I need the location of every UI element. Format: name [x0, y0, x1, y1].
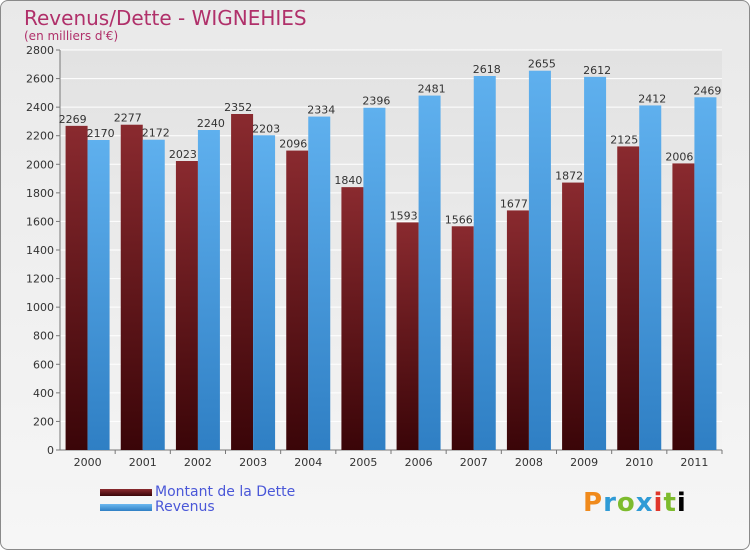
- x-tick-label: 2009: [570, 456, 598, 469]
- y-tick-label: 1400: [26, 244, 54, 257]
- bar-dette: [396, 222, 419, 450]
- y-tick-label: 2200: [26, 130, 54, 143]
- x-tick-label: 2011: [680, 456, 708, 469]
- data-label-dette: 2125: [610, 133, 638, 146]
- y-tick-label: 1000: [26, 301, 54, 314]
- bar-dette: [65, 125, 88, 450]
- x-tick-label: 2005: [349, 456, 377, 469]
- bar-dette: [672, 163, 695, 450]
- data-label-revenus: 2481: [418, 83, 446, 96]
- data-label-dette: 2023: [169, 148, 197, 161]
- x-tick-label: 2007: [460, 456, 488, 469]
- data-label-revenus: 2203: [252, 122, 280, 135]
- bar-revenus: [418, 95, 441, 451]
- x-tick-label: 2001: [129, 456, 157, 469]
- bar-dette: [617, 146, 640, 450]
- data-label-revenus: 2240: [197, 117, 225, 130]
- bar-dette: [451, 226, 474, 450]
- bar-revenus: [473, 76, 496, 450]
- x-tick-label: 2003: [239, 456, 267, 469]
- bar-revenus: [363, 107, 386, 450]
- bar-dette: [231, 114, 254, 450]
- y-tick-label: 2000: [26, 158, 54, 171]
- legend-label-dette: Montant de la Dette: [155, 484, 296, 500]
- x-tick-label: 2006: [405, 456, 433, 469]
- y-tick-label: 0: [47, 444, 54, 457]
- legend-swatch-revenus: [100, 504, 152, 511]
- x-tick-label: 2008: [515, 456, 543, 469]
- data-label-dette: 1566: [445, 213, 473, 226]
- data-label-revenus: 2172: [142, 127, 170, 140]
- data-label-revenus: 2655: [528, 58, 556, 71]
- x-tick-label: 2000: [74, 456, 102, 469]
- data-label-dette: 2269: [59, 113, 87, 126]
- bar-revenus: [694, 97, 717, 451]
- y-tick-label: 200: [33, 415, 54, 428]
- bar-revenus: [197, 130, 220, 450]
- data-label-dette: 2352: [224, 101, 252, 114]
- bar-dette: [120, 124, 143, 450]
- data-label-revenus: 2612: [583, 64, 611, 77]
- bar-dette: [506, 210, 529, 450]
- data-label-dette: 2006: [665, 150, 693, 163]
- data-label-dette: 2277: [114, 112, 142, 125]
- x-tick-label: 2010: [625, 456, 653, 469]
- legend-label-revenus: Revenus: [155, 499, 215, 515]
- chart-title: Revenus/Dette - WIGNEHIES: [24, 6, 307, 30]
- bar-revenus: [253, 135, 276, 451]
- data-label-dette: 2096: [279, 138, 307, 151]
- bar-dette: [562, 182, 585, 451]
- data-label-revenus: 2618: [473, 63, 501, 76]
- y-tick-label: 400: [33, 387, 54, 400]
- y-tick-label: 2800: [26, 44, 54, 57]
- y-tick-label: 2400: [26, 101, 54, 114]
- data-label-revenus: 2170: [87, 127, 115, 140]
- proxiti-logo: Proxiti: [583, 488, 687, 518]
- bar-revenus: [87, 140, 110, 450]
- bar-revenus: [528, 70, 551, 450]
- data-label-dette: 1677: [500, 197, 528, 210]
- x-tick-label: 2004: [294, 456, 322, 469]
- y-tick-label: 2600: [26, 73, 54, 86]
- bar-dette: [175, 161, 198, 450]
- legend-swatch-dette: [100, 489, 152, 496]
- data-label-revenus: 2396: [362, 95, 390, 108]
- bar-revenus: [308, 116, 331, 451]
- bar-dette: [286, 150, 309, 451]
- bar-dette: [341, 187, 364, 450]
- y-tick-label: 1600: [26, 215, 54, 228]
- y-tick-label: 1800: [26, 187, 54, 200]
- x-tick-label: 2002: [184, 456, 212, 469]
- y-tick-label: 600: [33, 358, 54, 371]
- bar-revenus: [142, 139, 165, 450]
- data-label-revenus: 2334: [307, 104, 335, 117]
- data-label-revenus: 2412: [638, 92, 666, 105]
- bar-revenus: [639, 105, 662, 450]
- y-tick-label: 1200: [26, 273, 54, 286]
- data-label-dette: 1593: [390, 209, 418, 222]
- data-label-dette: 1840: [334, 174, 362, 187]
- data-label-revenus: 2469: [693, 84, 721, 97]
- chart-subtitle: (en milliers d'€): [24, 29, 119, 43]
- bar-revenus: [584, 76, 607, 450]
- y-tick-label: 800: [33, 330, 54, 343]
- data-label-dette: 1872: [555, 170, 583, 183]
